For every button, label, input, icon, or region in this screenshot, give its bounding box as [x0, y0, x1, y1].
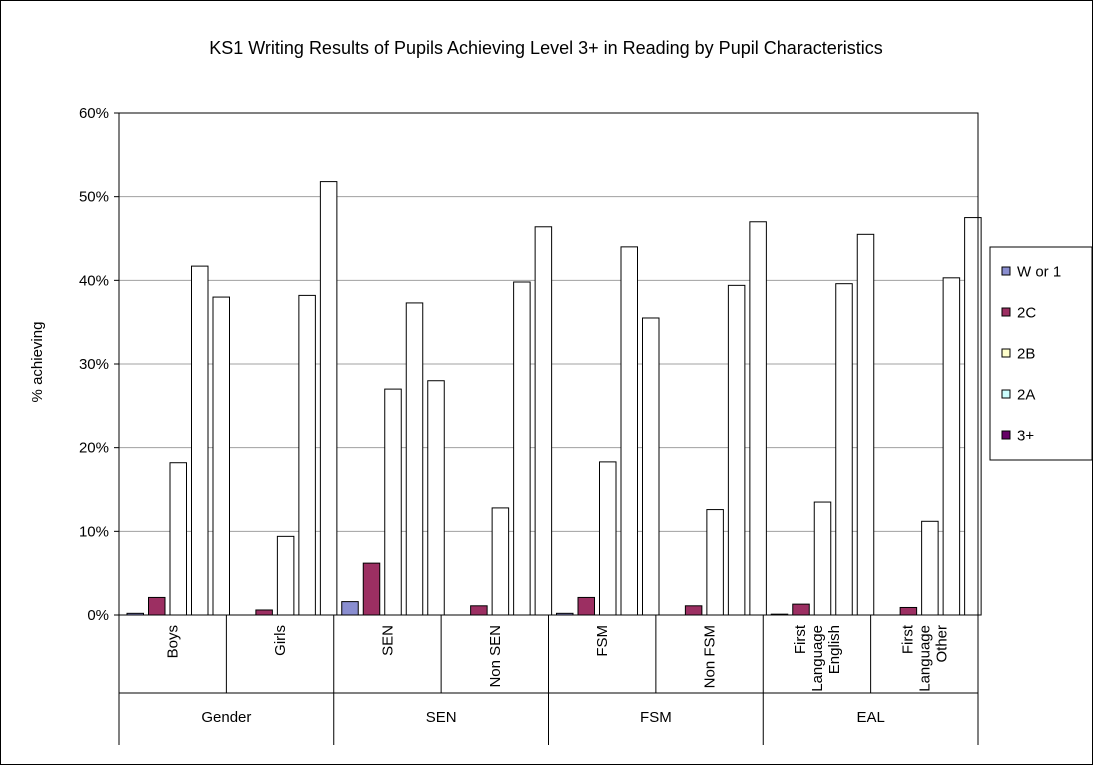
bar-w-or-1 — [341, 601, 359, 616]
bar-3- — [856, 233, 875, 616]
y-tick-label: 0% — [87, 607, 109, 624]
y-axis-ticks: 0% 10% 20% 30% 40% 50% 60% — [79, 105, 119, 624]
bar-2b — [491, 507, 510, 616]
bar-2c — [792, 603, 810, 616]
bar-2a — [835, 283, 853, 616]
y-tick-label: 60% — [79, 105, 109, 122]
legend-label: 3+ — [1017, 428, 1034, 445]
group-label: EAL — [856, 709, 884, 726]
y-tick-label: 40% — [79, 272, 109, 289]
y-tick-label: 20% — [79, 440, 109, 457]
bar-3- — [642, 317, 660, 616]
legend-swatch — [1001, 348, 1011, 358]
bar-2b — [813, 501, 832, 616]
bar-3- — [319, 181, 338, 616]
category-label: SEN — [379, 625, 396, 656]
bar-2b — [599, 461, 617, 616]
bar-2b — [384, 388, 402, 616]
legend-swatch — [1001, 389, 1011, 399]
legend: W or 1 2C 2B 2A 3+ — [989, 246, 1093, 461]
category-label: English — [826, 625, 843, 674]
y-tick-label: 30% — [79, 356, 109, 373]
bar-3- — [749, 221, 767, 616]
bar-2c — [577, 596, 595, 616]
bar-2c — [148, 596, 166, 616]
group-label: FSM — [640, 709, 672, 726]
category-label: Other — [933, 625, 950, 663]
bar-2a — [405, 302, 424, 616]
chart-title: KS1 Writing Results of Pupils Achieving … — [209, 38, 883, 58]
legend-label: 2B — [1017, 346, 1035, 363]
bar-3- — [964, 217, 982, 616]
bar-2a — [942, 277, 961, 616]
bar-2b — [276, 535, 295, 616]
y-axis-label: % achieving — [29, 322, 46, 403]
category-label: Boys — [165, 625, 182, 658]
axes — [118, 112, 979, 745]
y-tick-label: 50% — [79, 189, 109, 206]
bar-3- — [212, 296, 230, 616]
group-label: SEN — [426, 709, 457, 726]
bar-2a — [727, 284, 746, 616]
bar-2c — [899, 606, 918, 616]
bar-2b — [921, 520, 939, 616]
bar-2c — [684, 605, 703, 616]
x-axis-labels: Boys Girls SEN Non SEN FSM Non FSM First Langua… — [165, 624, 951, 726]
legend-label: W or 1 — [1017, 264, 1061, 281]
category-label: First — [792, 624, 809, 654]
bar-2a — [191, 265, 209, 616]
bar-3- — [534, 226, 553, 616]
legend-label: 2C — [1017, 305, 1036, 322]
category-label: Non SEN — [487, 625, 504, 688]
bar-2a — [620, 246, 638, 616]
legend-swatch — [1001, 307, 1011, 317]
group-label: Gender — [201, 709, 251, 726]
legend-label: 2A — [1017, 387, 1035, 404]
bar-2c — [255, 609, 273, 616]
category-label: Non FSM — [702, 625, 719, 688]
category-label: Language — [916, 625, 933, 692]
bar-2b — [169, 462, 187, 616]
category-label: Girls — [272, 625, 289, 656]
category-label: FSM — [594, 625, 611, 657]
bar-2c — [362, 562, 381, 616]
category-label: Language — [809, 625, 826, 692]
legend-swatch — [1001, 430, 1011, 440]
y-tick-label: 10% — [79, 523, 109, 540]
legend-swatch — [1001, 266, 1011, 276]
bar-3- — [427, 380, 445, 616]
category-label: First — [899, 624, 916, 654]
bar-2a — [513, 281, 531, 616]
bar-2b — [706, 509, 724, 616]
bar-2a — [298, 294, 316, 616]
bar-2c — [470, 605, 488, 616]
